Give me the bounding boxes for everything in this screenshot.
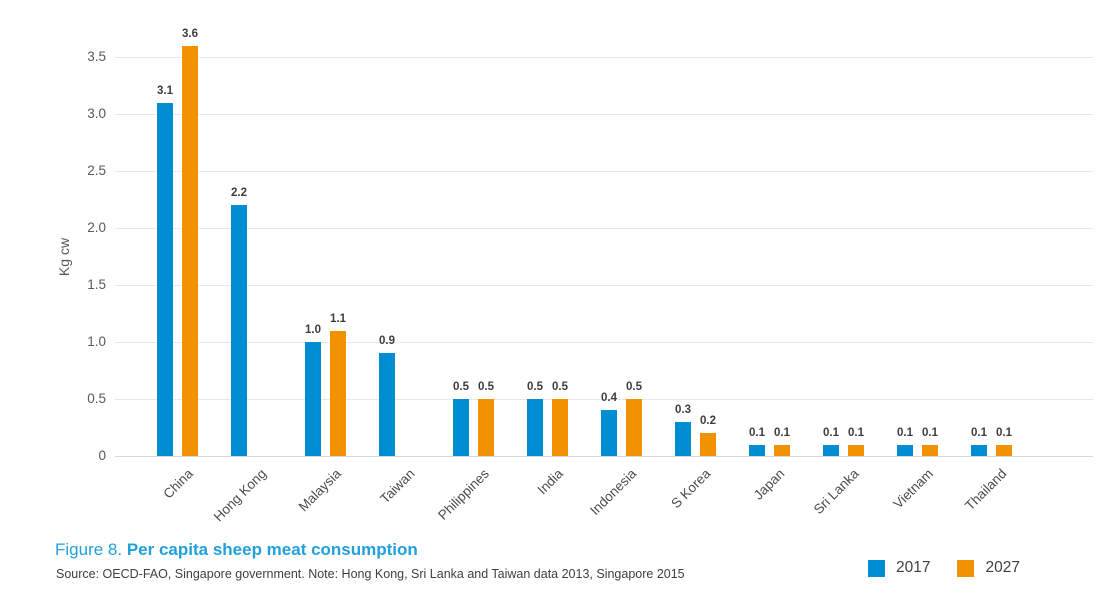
gridline-3 <box>115 114 1093 115</box>
gridline-1 <box>115 342 1093 343</box>
y-tick-label: 2.5 <box>87 163 106 178</box>
x-category-label-s-korea: S Korea <box>668 466 714 512</box>
y-tick-label: 3.0 <box>87 106 106 121</box>
x-category-label-sri-lanka: Sri Lanka <box>810 466 862 517</box>
x-category-label-thailand: Thailand <box>962 466 1010 514</box>
value-label-japan-2027: 0.1 <box>774 426 790 439</box>
bar-philippines-2017 <box>453 399 469 456</box>
value-label-china-2027: 3.6 <box>182 27 198 40</box>
value-label-india-2027: 0.5 <box>552 381 568 393</box>
figure-title: Per capita sheep meat consumption <box>126 540 418 559</box>
value-label-vietnam-2017: 0.1 <box>897 426 913 439</box>
value-label-thailand-2027: 0.1 <box>996 426 1012 439</box>
legend-swatch-2017 <box>868 559 885 577</box>
bar-chart-plot-area: Kg cw 3.5 3.0 2.5 2.0 1.5 1.0 0.5 0 3.1 3.6 China 2… <box>56 27 1093 525</box>
bar-indonesia-2027 <box>626 399 642 456</box>
bar-vietnam-2017 <box>897 444 913 456</box>
value-label-indonesia-2027: 0.5 <box>626 381 642 393</box>
x-category-label-philippines: Philippines <box>434 466 492 523</box>
value-label-thailand-2017: 0.1 <box>971 426 987 439</box>
bar-malaysia-2027 <box>330 330 346 456</box>
bar-vietnam-2027 <box>922 444 938 456</box>
bar-philippines-2027 <box>478 399 494 456</box>
bar-indonesia-2017 <box>601 410 617 456</box>
gridline-1.5 <box>115 285 1093 286</box>
figure-caption: Figure 8. Per capita sheep meat consumpt… <box>55 540 418 560</box>
bar-sri-lanka-2017 <box>823 444 839 456</box>
x-category-label-vietnam: Vietnam <box>890 466 936 512</box>
value-label-vietnam-2027: 0.1 <box>922 426 938 439</box>
bar-china-2027 <box>182 45 198 456</box>
x-category-label-indonesia: Indonesia <box>587 466 640 519</box>
x-category-label-malaysia: Malaysia <box>295 466 344 515</box>
value-label-china-2017: 3.1 <box>157 84 173 97</box>
source-note: Source: OECD-FAO, Singapore government. … <box>56 567 685 581</box>
value-label-india-2017: 0.5 <box>527 381 543 393</box>
y-tick-label: 1.0 <box>87 334 106 349</box>
y-tick-label: 2.0 <box>87 220 106 235</box>
gridline-3.5 <box>115 57 1093 58</box>
y-tick-label: 0.5 <box>87 391 106 406</box>
value-label-s-korea-2017: 0.3 <box>675 403 691 416</box>
gridline-2 <box>115 228 1093 229</box>
gridline-2.5 <box>115 171 1093 172</box>
y-axis-label: Kg cw <box>56 237 72 277</box>
bar-china-2017 <box>157 102 173 456</box>
y-tick-label: 0 <box>98 448 106 463</box>
x-category-label-china: China <box>160 466 196 502</box>
bar-malaysia-2017 <box>305 342 321 456</box>
x-category-label-india: India <box>534 466 566 498</box>
bar-japan-2017 <box>749 444 765 456</box>
bar-india-2017 <box>527 399 543 456</box>
bar-thailand-2017 <box>971 444 987 456</box>
value-label-taiwan-2017: 0.9 <box>379 335 395 348</box>
bar-sri-lanka-2027 <box>848 444 864 456</box>
x-category-label-hong-kong: Hong Kong <box>211 466 270 525</box>
value-label-s-korea-2027: 0.2 <box>700 415 716 428</box>
figure-number: Figure 8. <box>55 540 123 559</box>
legend-label-2017: 2017 <box>896 559 931 576</box>
chart-legend: 2017 2027 <box>868 559 1020 577</box>
value-label-indonesia-2017: 0.4 <box>601 392 617 405</box>
value-label-japan-2017: 0.1 <box>749 426 765 439</box>
legend-label-2027: 2027 <box>985 559 1020 576</box>
bar-hong-kong-2017 <box>231 205 247 456</box>
value-label-sri-lanka-2017: 0.1 <box>823 426 839 439</box>
gridline-0 <box>115 456 1093 457</box>
bar-s-korea-2027 <box>700 433 716 456</box>
bar-s-korea-2017 <box>675 421 691 456</box>
gridline-0.5 <box>115 399 1093 400</box>
value-label-philippines-2017: 0.5 <box>453 381 469 393</box>
bar-japan-2027 <box>774 444 790 456</box>
y-tick-label: 1.5 <box>87 277 106 292</box>
bar-taiwan-2017 <box>379 353 395 456</box>
value-label-philippines-2027: 0.5 <box>478 381 494 393</box>
value-label-hong-kong-2017: 2.2 <box>231 187 247 200</box>
x-category-label-japan: Japan <box>750 466 788 503</box>
value-label-malaysia-2027: 1.1 <box>330 312 346 325</box>
value-label-sri-lanka-2027: 0.1 <box>848 426 864 439</box>
legend-swatch-2027 <box>957 559 975 577</box>
y-tick-label: 3.5 <box>87 49 106 64</box>
value-label-malaysia-2017: 1.0 <box>305 324 321 336</box>
bar-thailand-2027 <box>996 444 1012 456</box>
x-category-label-taiwan: Taiwan <box>377 466 418 507</box>
bar-india-2027 <box>552 399 568 456</box>
